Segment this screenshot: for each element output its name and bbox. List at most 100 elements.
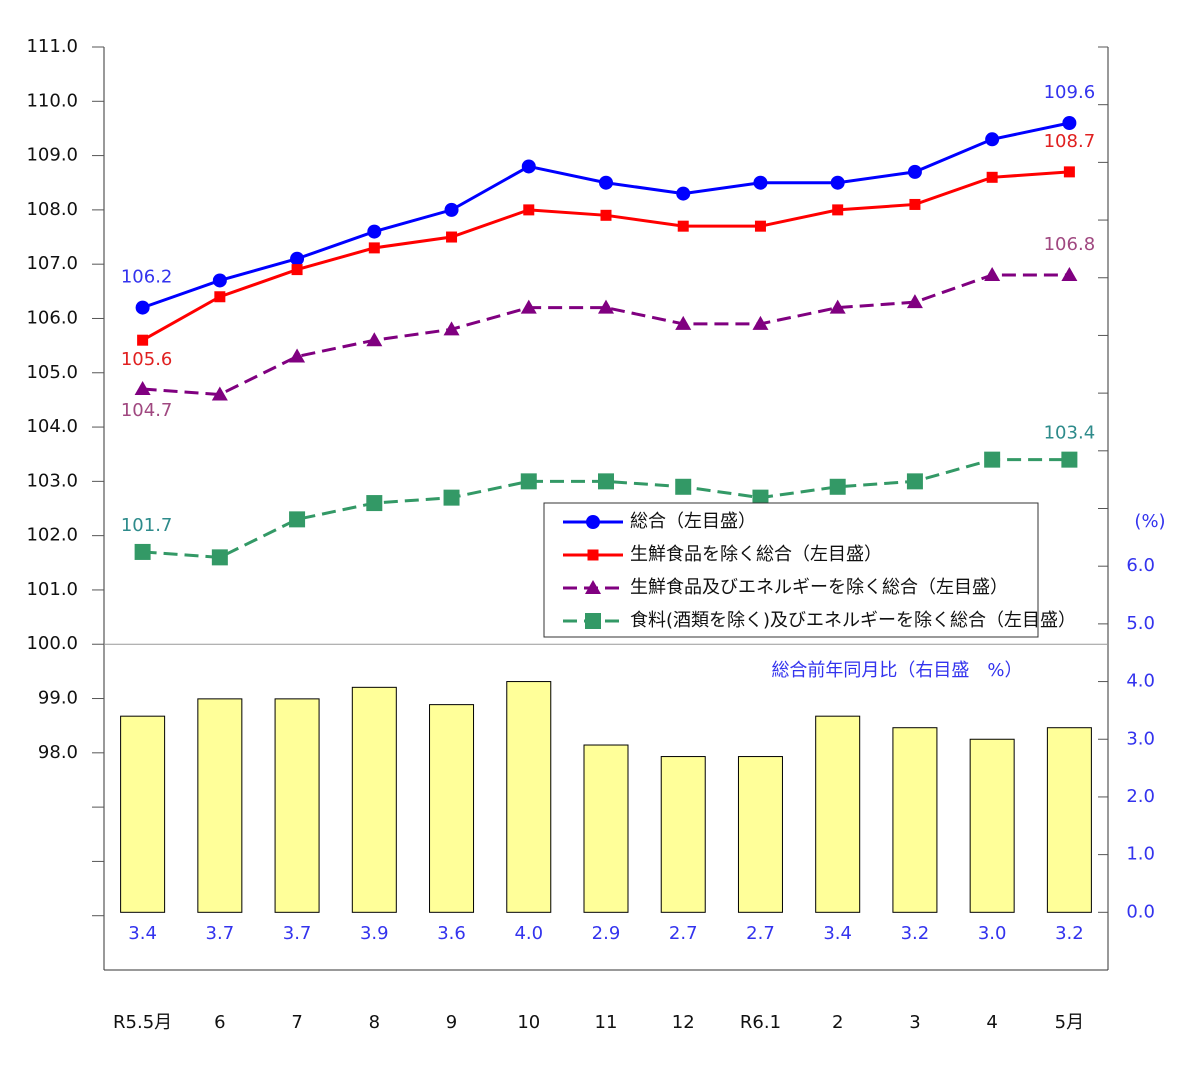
point xyxy=(289,348,306,363)
point xyxy=(521,159,536,174)
bar-label: 3.0 xyxy=(978,923,1007,944)
point xyxy=(291,264,303,276)
point xyxy=(214,291,226,303)
legend-label: 食料(酒類を除く)及びエネルギーを除く総合（左目盛） xyxy=(630,610,1076,631)
point xyxy=(134,381,151,396)
point xyxy=(444,202,459,217)
x-tick-label: R5.5月 xyxy=(113,1012,172,1033)
bar-label: 4.0 xyxy=(514,923,543,944)
x-tick-label: 12 xyxy=(672,1012,695,1033)
y2-tick-label: 0.0 xyxy=(1126,901,1155,922)
y-tick-label: 105.0 xyxy=(26,362,78,383)
x-tick-label: 5月 xyxy=(1055,1012,1084,1033)
point xyxy=(906,473,923,490)
x-tick-label: 3 xyxy=(909,1012,920,1033)
point xyxy=(829,299,846,314)
x-tick-label: R6.1 xyxy=(740,1012,781,1033)
point xyxy=(135,300,150,315)
bar xyxy=(583,744,629,913)
y-tick-label: 110.0 xyxy=(26,90,78,111)
y2-tick-label: 2.0 xyxy=(1126,786,1155,807)
point xyxy=(676,186,691,201)
data-label: 105.6 xyxy=(121,349,173,370)
point xyxy=(752,489,769,506)
bar-label: 3.2 xyxy=(901,923,930,944)
point xyxy=(1063,166,1075,178)
point xyxy=(368,242,380,254)
y-tick-label: 111.0 xyxy=(26,36,78,57)
x-tick-label: 11 xyxy=(595,1012,618,1033)
legend-marker xyxy=(585,580,601,594)
point xyxy=(520,473,537,490)
bar xyxy=(1046,727,1092,913)
bar-label: 3.4 xyxy=(128,923,157,944)
point xyxy=(599,175,613,190)
bar-label: 3.6 xyxy=(437,923,466,944)
bar-label: 2.7 xyxy=(669,923,698,944)
y-tick-label: 100.0 xyxy=(26,633,78,654)
x-tick-label: 7 xyxy=(291,1012,302,1033)
data-label: 106.2 xyxy=(121,267,173,288)
series-line xyxy=(142,273,1070,397)
data-label: 106.8 xyxy=(1044,234,1096,255)
y2-unit: (%) xyxy=(1134,511,1165,532)
point xyxy=(830,175,845,190)
point xyxy=(600,209,612,221)
point xyxy=(677,220,689,232)
y-tick-label: 102.0 xyxy=(26,525,78,546)
legend-label: 生鮮食品及びエネルギーを除く総合（左目盛） xyxy=(630,577,1008,598)
point xyxy=(366,495,383,512)
point xyxy=(985,132,1000,147)
y2-tick-label: 5.0 xyxy=(1126,613,1155,634)
y-tick-label: 108.0 xyxy=(26,199,78,220)
point xyxy=(909,198,921,210)
point xyxy=(443,489,460,506)
bar xyxy=(120,715,166,913)
point xyxy=(984,267,1001,282)
y-tick-label: 103.0 xyxy=(26,470,78,491)
point xyxy=(986,171,998,183)
data-label: 101.7 xyxy=(121,515,173,536)
point xyxy=(907,164,922,179)
y-tick-label: 109.0 xyxy=(26,145,78,166)
legend-label: 生鮮食品を除く総合（左目盛） xyxy=(630,544,882,565)
point xyxy=(290,251,305,266)
x-tick-label: 2 xyxy=(832,1012,843,1033)
point xyxy=(832,204,844,216)
bar xyxy=(737,756,783,913)
point xyxy=(1062,116,1077,131)
y-tick-label: 101.0 xyxy=(26,579,78,600)
bar xyxy=(815,715,861,913)
data-label: 103.4 xyxy=(1044,423,1096,444)
legend-box xyxy=(543,502,1039,638)
point xyxy=(211,549,228,566)
point xyxy=(598,473,614,490)
point xyxy=(134,543,151,560)
y-tick-label: 99.0 xyxy=(38,688,78,709)
bar-label: 3.9 xyxy=(360,923,389,944)
point xyxy=(212,273,227,288)
point xyxy=(137,334,149,346)
y2-tick-label: 3.0 xyxy=(1126,728,1155,749)
point xyxy=(753,175,768,190)
bar-label: 3.4 xyxy=(823,923,852,944)
legend-marker xyxy=(587,549,599,561)
bar xyxy=(274,698,320,913)
bar-label: 3.2 xyxy=(1055,923,1084,944)
point xyxy=(675,315,692,330)
x-tick-label: 4 xyxy=(986,1012,997,1033)
bar xyxy=(660,756,706,913)
y-tick-label: 106.0 xyxy=(26,307,78,328)
bar-label: 2.7 xyxy=(746,923,775,944)
y-tick-label: 104.0 xyxy=(26,416,78,437)
point xyxy=(211,386,228,401)
y-tick-label: 107.0 xyxy=(26,253,78,274)
point xyxy=(1061,267,1078,282)
x-tick-label: 6 xyxy=(214,1012,225,1033)
point xyxy=(829,478,846,495)
bar-series-name: 総合前年同月比（右目盛 %） xyxy=(771,660,1022,681)
point xyxy=(446,231,458,243)
point xyxy=(366,332,383,347)
point xyxy=(443,321,460,336)
